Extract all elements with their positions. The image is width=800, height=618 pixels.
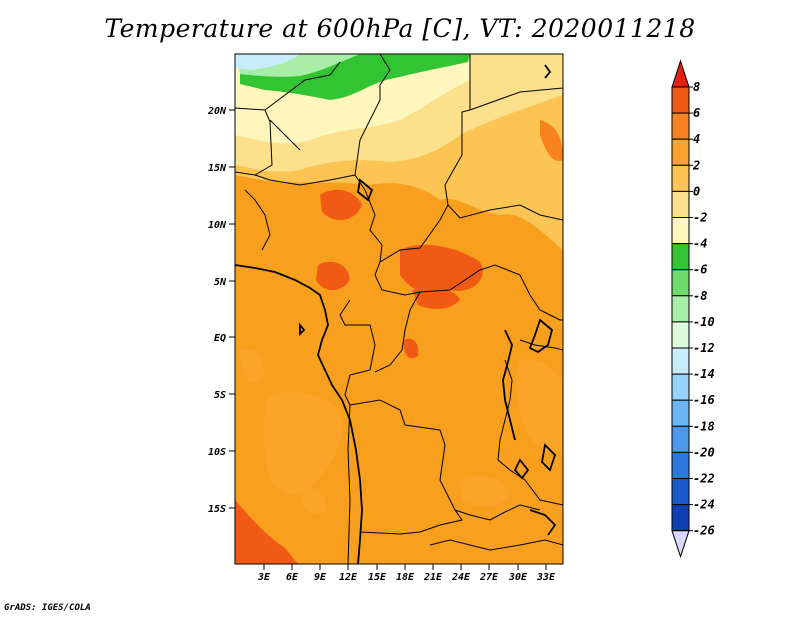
colorbar-label: -12 <box>693 341 715 355</box>
field-hot-2 <box>412 287 460 309</box>
lon-tick-label: 33E <box>536 572 556 583</box>
field-hot-e <box>540 120 563 161</box>
map-frame <box>234 53 564 565</box>
colorbar-segment <box>671 425 690 453</box>
colorbar-segment <box>671 373 690 401</box>
latitude-axis: 20N 15N 10N 5N EQ 5S 10S 15S <box>207 106 235 515</box>
colorbar-label: -14 <box>693 367 715 381</box>
country-borders <box>235 54 563 564</box>
chart-title: Temperature at 600hPa [C], VT: 202001121… <box>104 14 696 43</box>
lat-tick-label: EQ <box>214 333 226 344</box>
lat-tick-label: 5S <box>214 390 226 401</box>
colorbar-label: -8 <box>693 289 707 303</box>
longitude-axis: 3E 6E 9E 12E 15E 18E 21E 24E 27E 30E 33E <box>257 564 556 583</box>
lon-tick-label: 9E <box>314 572 327 583</box>
colorbar-segment <box>671 86 690 114</box>
field-cyan <box>236 54 300 70</box>
colorbar-segment <box>671 295 690 323</box>
colorbar-label: -18 <box>693 419 715 433</box>
field-south-warm-5 <box>300 488 327 514</box>
colorbar-label: -6 <box>693 263 707 277</box>
field-hot-3 <box>320 189 362 221</box>
colorbar-segment <box>671 138 690 166</box>
colorbar-label: -4 <box>693 237 707 251</box>
colorbar-segment <box>671 347 690 375</box>
colorbar-label: 2 <box>692 158 700 172</box>
colorbar-label: 6 <box>693 106 700 120</box>
field-hot-4 <box>316 261 350 291</box>
field-ne-pale <box>470 54 563 90</box>
colorbar-top-arrow <box>671 59 690 88</box>
field-hot-sw <box>235 500 298 564</box>
colorbar-segment <box>671 399 690 427</box>
colorbar-segment <box>671 504 690 532</box>
colorbar-segment <box>671 269 690 297</box>
colorbar-bottom-arrow <box>671 530 690 559</box>
colorbar-label: -24 <box>693 498 715 512</box>
colorbar-label: -16 <box>693 393 715 407</box>
field-south-warm-4 <box>240 349 264 383</box>
field-south-warm-2 <box>516 359 563 452</box>
colorbar-segment <box>671 321 690 349</box>
lon-tick-label: 24E <box>451 572 471 583</box>
lon-tick-label: 18E <box>396 572 415 583</box>
colorbar-segment <box>671 243 690 271</box>
field-hot-5 <box>403 338 419 359</box>
map-area <box>235 54 563 564</box>
lon-tick-label: 15E <box>368 572 387 583</box>
colorbar-segment <box>671 164 690 192</box>
colorbar-label: -26 <box>693 524 715 538</box>
colorbar-segment <box>671 217 690 245</box>
lon-tick-label: 12E <box>339 572 358 583</box>
lat-tick-label: 5N <box>214 277 227 288</box>
field-south-warm-1 <box>263 391 342 495</box>
lon-tick-label: 6E <box>286 572 299 583</box>
lat-tick-label: 10S <box>208 447 226 458</box>
colorbar-label: 0 <box>693 184 700 198</box>
lat-tick-label: 15S <box>208 504 226 515</box>
colorbar: 8 6 4 2 0 -2 -4 -6 -8 -10 -12 -14 -16 -18 -20 -22 -24 -26 <box>671 59 715 559</box>
lat-tick-label: 15N <box>208 163 227 174</box>
colorbar-label: 8 <box>693 80 700 94</box>
coastlines <box>235 64 557 564</box>
colorbar-label: -10 <box>693 315 715 329</box>
grads-credit: GrADS: IGES/COLA <box>4 603 91 613</box>
colorbar-segment <box>671 190 690 218</box>
lon-tick-label: 30E <box>508 572 528 583</box>
lat-tick-label: 20N <box>207 106 227 117</box>
colorbar-segment <box>671 478 690 506</box>
colorbar-segment <box>671 112 690 140</box>
colorbar-label: -22 <box>693 472 715 486</box>
field-south-warm-3 <box>460 475 510 507</box>
lon-tick-label: 3E <box>257 572 271 583</box>
colorbar-label: -2 <box>693 211 707 225</box>
colorbar-segment <box>671 451 690 479</box>
lon-tick-label: 21E <box>423 572 443 583</box>
colorbar-label: 4 <box>693 132 700 146</box>
lon-tick-label: 27E <box>479 572 499 583</box>
lat-tick-label: 10N <box>208 220 227 231</box>
colorbar-label: -20 <box>693 445 715 459</box>
